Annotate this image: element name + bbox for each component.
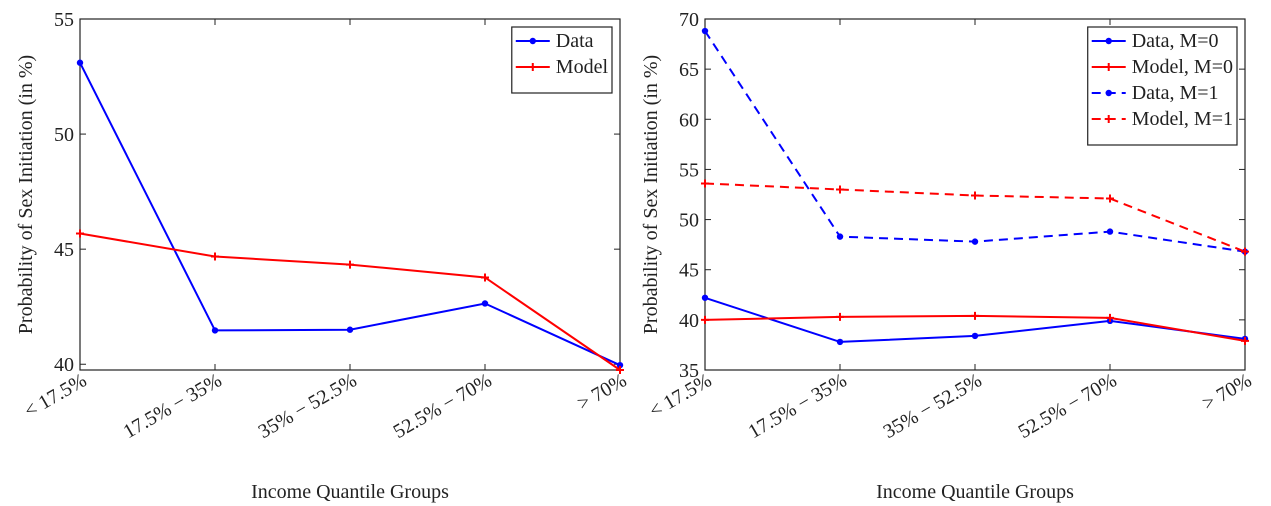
legend-marker [529,37,536,45]
marker [76,229,84,238]
legend-entry: Model, M=1 [1091,108,1233,130]
legend-label: Data [556,30,594,52]
y-tick-label: 45 [54,239,74,261]
legend-box [1087,26,1238,146]
x-axis-label: Income Quantile Groups [876,481,1074,503]
marker [616,366,624,374]
marker [836,312,844,321]
legend-entry: Data [515,30,594,52]
legend-entry: Model [515,56,609,78]
marker [1106,194,1114,203]
x-tick-label: 52.5% − 70% [390,369,496,443]
marker [971,238,979,245]
legend-entry: Data, M=1 [1091,82,1219,104]
legend-marker [1104,63,1113,71]
y-tick-label: 65 [679,59,699,81]
legend-label: Model [556,56,609,78]
x-tick-label: < 17.5% [21,369,91,422]
legend-marker [1104,115,1113,123]
marker [971,191,979,200]
marker [481,300,489,307]
y-tick-label: 55 [54,9,74,31]
marker [836,233,844,240]
marker [481,273,489,282]
x-axis-label: Income Quantile Groups [251,481,449,503]
y-tick-label: 35 [679,360,699,382]
y-tick-label: 45 [679,260,699,282]
marker [836,185,844,194]
legend-marker [1105,89,1112,97]
x-tick-label: 35% − 52.5% [880,369,986,443]
legend-marker [528,63,537,71]
y-axis-label: Probability of Sex Initiation (in %) [640,55,662,334]
x-tick-label: 17.5% − 35% [745,369,851,443]
x-tick-label: 17.5% − 35% [120,369,226,443]
x-tick-label: > 70% [574,369,631,415]
y-tick-label: 55 [679,159,699,181]
y-tick-label: 50 [679,210,699,232]
legend-marker [1105,37,1112,45]
legend-entry: Model, M=0 [1091,56,1233,78]
y-tick-label: 60 [679,109,699,131]
y-tick-label: 40 [54,354,74,376]
y-axis-label: Probability of Sex Initiation (in %) [15,55,37,334]
x-tick-label: 52.5% − 70% [1015,369,1121,443]
legend-label: Data, M=1 [1132,82,1219,104]
marker [211,327,219,334]
y-tick-label: 70 [679,9,699,31]
marker [76,59,84,66]
marker [701,27,709,35]
marker [836,338,844,346]
legend-box [511,26,613,94]
legend: Data, M=0 Model, M=0 Data, M=1 Model, M=1 [1087,26,1238,146]
marker [346,326,354,333]
legend-entry: Data, M=0 [1091,30,1219,52]
marker [616,361,624,369]
marker [1241,336,1249,345]
marker [701,179,709,188]
x-tick-label: > 70% [1199,369,1256,415]
marker [971,332,979,340]
marker [211,252,219,261]
marker [1106,228,1114,235]
y-tick-label: 40 [679,310,699,332]
marker [1106,313,1114,322]
legend: Data Model [511,26,613,94]
legend-label: Data, M=0 [1132,30,1219,52]
marker [701,294,709,301]
marker [701,315,709,324]
legend-label: Model, M=0 [1132,56,1233,78]
x-tick-label: 35% − 52.5% [255,369,361,443]
chart: 40 45 50 55 < 17.5% 17.5% − 35% 35% − 52.5% 52.… [15,9,631,503]
legend-label: Model, M=1 [1132,108,1233,130]
y-tick-label: 50 [54,124,74,146]
marker [971,311,979,320]
marker [346,260,354,269]
marker [1241,247,1249,256]
